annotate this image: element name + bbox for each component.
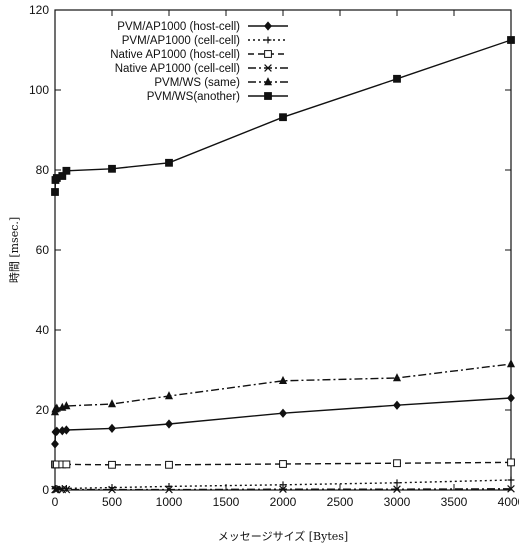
series-group [51,393,515,449]
x-tick-label: 3000 [384,495,411,509]
diamond-marker [108,423,116,434]
filled-square-marker [62,166,71,175]
y-tick-label: 20 [36,403,50,417]
plus-marker [279,481,287,489]
cross-marker [51,485,60,494]
x-tick-label: 1500 [213,495,240,509]
x-axis: 0 500 1000 1500 2000 2500 3000 3500 4000 [52,10,519,509]
cross-marker [62,485,71,494]
diamond-marker [507,393,515,403]
legend-label: PVM/WS(another) [147,91,240,103]
plus-marker [264,36,272,44]
square-marker [108,460,116,469]
x-axis-label: メッセージサイズ [Bytes] [218,529,348,543]
diamond-marker [165,419,173,429]
plus-marker [507,476,515,484]
plus-marker [393,479,401,487]
x-tick-label: 0 [52,495,59,509]
diamond-marker [279,408,287,418]
filled-square-marker [51,188,59,196]
series-group [51,36,515,196]
x-tick-label: 3500 [441,495,468,509]
y-tick-label: 0 [42,483,49,497]
cross-marker [507,484,515,493]
x-tick-label: 4000 [498,495,519,509]
y-tick-label: 40 [36,323,50,337]
series-line [54,397,512,445]
cross-marker [108,485,116,494]
y-tick-label: 120 [29,3,49,17]
x-tick-label: 1000 [156,495,183,509]
square-marker [165,460,173,469]
square-marker [279,460,287,468]
filled-square-marker [58,172,67,180]
cross-marker [264,64,272,72]
cross-marker [393,485,401,494]
cross-marker [279,485,287,494]
y-axis: 0 20 40 60 80 100 120 [29,3,511,497]
diamond-marker [52,426,61,436]
triangle-marker [107,399,117,408]
x-tick-label: 2500 [327,495,354,509]
square-marker [507,458,515,467]
cross-marker [165,485,173,494]
diamond-marker [51,439,59,449]
series-layer [50,36,516,494]
triangle-marker [263,77,273,86]
legend-label: PVM/WS (same) [154,77,240,89]
diamond-marker [393,400,401,410]
filled-square-marker [393,74,401,83]
diamond-marker [264,21,272,31]
triangle-marker [52,403,61,412]
y-tick-label: 80 [36,163,50,177]
plus-marker [165,483,173,490]
series-group [51,484,515,494]
x-tick-label: 500 [102,495,122,509]
legend-label: PVM/AP1000 (host-cell) [117,21,240,33]
triangle-marker [506,359,516,368]
legend-label: Native AP1000 (host-cell) [110,49,240,61]
diamond-marker [62,425,71,435]
series-line [54,363,512,413]
filled-square-marker [279,113,287,122]
triangle-marker [62,401,71,410]
square-marker [62,460,71,469]
filled-square-marker [108,164,116,173]
filled-square-marker [507,36,515,44]
y-axis-label: 時間 [msec.] [8,217,21,283]
triangle-marker [164,391,174,400]
square-marker [264,50,272,58]
legend-label: Native AP1000 (cell-cell) [115,63,240,75]
cross-marker [52,485,61,494]
filled-square-marker [165,158,173,167]
series-group [51,458,515,469]
x-tick-label: 2000 [270,495,297,509]
legend-label: PVM/AP1000 (cell-cell) [122,35,240,47]
y-tick-label: 100 [29,83,49,97]
y-tick-label: 60 [36,243,50,257]
filled-square-marker [264,92,272,100]
legend: PVM/AP1000 (host-cell) PVM/AP1000 (cell-c… [110,21,288,103]
square-marker [393,459,401,468]
triangle-marker [278,375,288,385]
series-group [50,359,516,416]
triangle-marker [392,373,402,382]
